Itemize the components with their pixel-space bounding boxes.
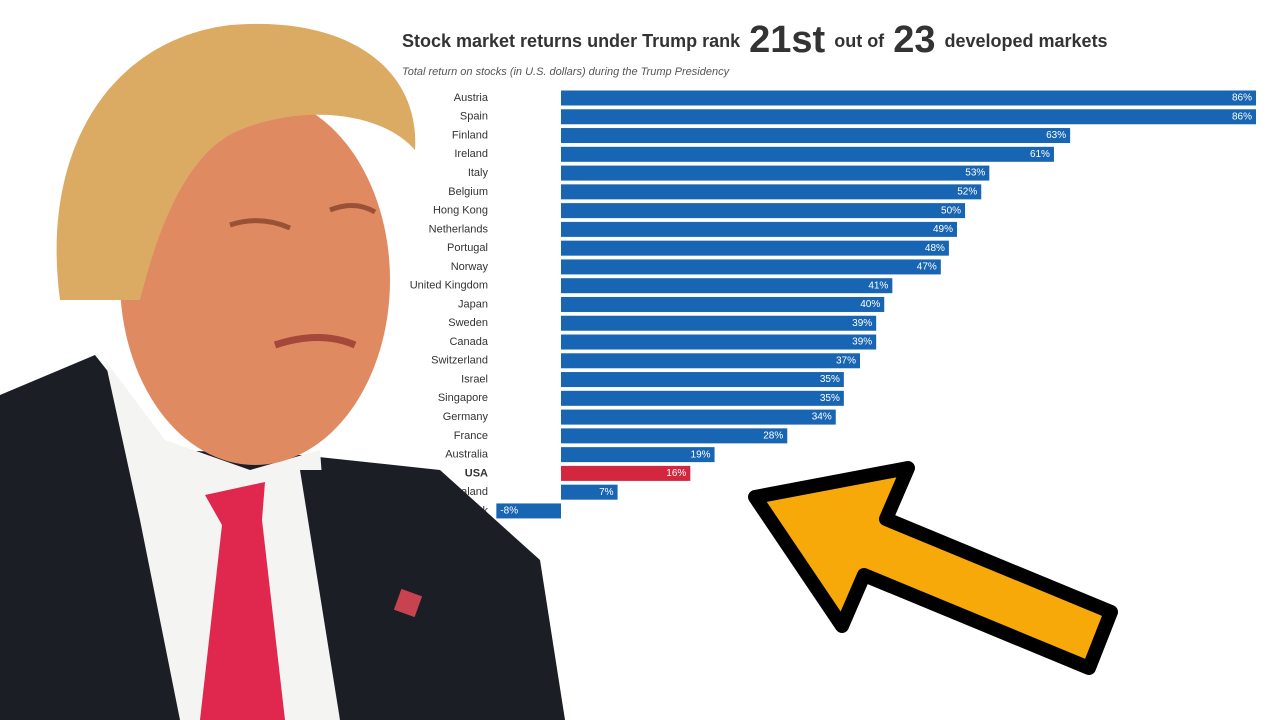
- face: [120, 95, 390, 465]
- bar: [561, 390, 844, 406]
- eye: [329, 203, 377, 215]
- value-label: 35%: [820, 393, 840, 404]
- arrow: [748, 461, 1118, 675]
- category-label: Netherlands: [429, 223, 489, 235]
- category-label: Germany: [443, 411, 489, 423]
- category-label: Japan: [458, 298, 488, 310]
- bar-chart: Austria 86% Spain 86% Finland 63% Ireland 61% It…: [410, 90, 1256, 519]
- chart-title: Stock market returns under Trump rank 21…: [402, 19, 1108, 61]
- bar: [561, 184, 982, 200]
- category-label: Spain: [460, 111, 488, 123]
- bar: [561, 146, 1054, 162]
- value-label: 63%: [1046, 130, 1066, 141]
- value-label: 52%: [957, 186, 977, 197]
- value-label: 86%: [1232, 111, 1252, 122]
- bar: [561, 203, 966, 219]
- value-label: 34%: [812, 412, 832, 423]
- value-label: 49%: [933, 224, 953, 235]
- category-label: Canada: [449, 336, 488, 348]
- bar: [561, 240, 949, 256]
- bar: [496, 503, 561, 519]
- bar: [561, 259, 941, 275]
- bar: [561, 353, 861, 369]
- title-text: developed markets: [945, 31, 1108, 51]
- hair: [56, 23, 416, 300]
- value-label: 35%: [820, 374, 840, 385]
- lapel: [300, 470, 400, 720]
- bar: [561, 409, 836, 425]
- category-label: Finland: [452, 129, 488, 141]
- category-label: Ireland: [454, 148, 488, 160]
- value-label: 7%: [599, 487, 614, 498]
- category-label: Australia: [445, 449, 489, 461]
- title-highlight: 23: [893, 19, 935, 61]
- title-highlight: 21st: [749, 19, 825, 61]
- mouth: [273, 334, 357, 349]
- category-label: Portugal: [447, 242, 488, 254]
- value-label: 48%: [925, 243, 945, 254]
- category-label: Switzerland: [431, 355, 488, 367]
- value-label: 28%: [763, 431, 783, 442]
- title-text: out of: [834, 31, 885, 51]
- value-label: 16%: [666, 468, 686, 479]
- category-label: Austria: [454, 92, 489, 104]
- value-label: 40%: [860, 299, 880, 310]
- bar: [561, 90, 1256, 106]
- person-photo: [0, 23, 565, 720]
- bar: [561, 221, 957, 237]
- bar: [561, 296, 885, 312]
- value-label: 61%: [1030, 149, 1050, 160]
- value-label: 86%: [1232, 93, 1252, 104]
- bar: [561, 465, 691, 481]
- value-label: -8%: [500, 506, 518, 517]
- value-label: 19%: [691, 449, 711, 460]
- category-label: France: [454, 430, 488, 442]
- category-label: Belgium: [448, 186, 488, 198]
- bar: [561, 484, 618, 500]
- bar: [561, 128, 1071, 144]
- bar: [561, 447, 715, 463]
- flag-pin: [393, 588, 423, 618]
- value-label: 39%: [852, 318, 872, 329]
- bar: [561, 334, 877, 350]
- category-label: Israel: [461, 373, 488, 385]
- eye: [229, 218, 291, 231]
- tie: [200, 482, 285, 720]
- value-label: 39%: [852, 337, 872, 348]
- value-label: 50%: [941, 205, 961, 216]
- category-label: Hong Kong: [433, 205, 488, 217]
- bar: [561, 428, 788, 444]
- value-label: 37%: [836, 355, 856, 366]
- value-label: 53%: [965, 168, 985, 179]
- category-label: Italy: [468, 167, 489, 179]
- bar: [561, 372, 844, 388]
- chart-subtitle: Total return on stocks (in U.S. dollars)…: [402, 66, 731, 78]
- bar: [561, 315, 877, 331]
- category-label: United Kingdom: [410, 280, 488, 292]
- category-label: Singapore: [438, 392, 488, 404]
- category-label: Norway: [451, 261, 489, 273]
- category-label: USA: [465, 467, 488, 479]
- title-text: Stock market returns under Trump rank: [402, 31, 741, 51]
- category-label: Sweden: [448, 317, 488, 329]
- bar: [561, 165, 990, 181]
- bar: [561, 278, 893, 294]
- value-label: 47%: [917, 262, 937, 273]
- bar: [561, 109, 1256, 125]
- value-label: 41%: [868, 280, 888, 291]
